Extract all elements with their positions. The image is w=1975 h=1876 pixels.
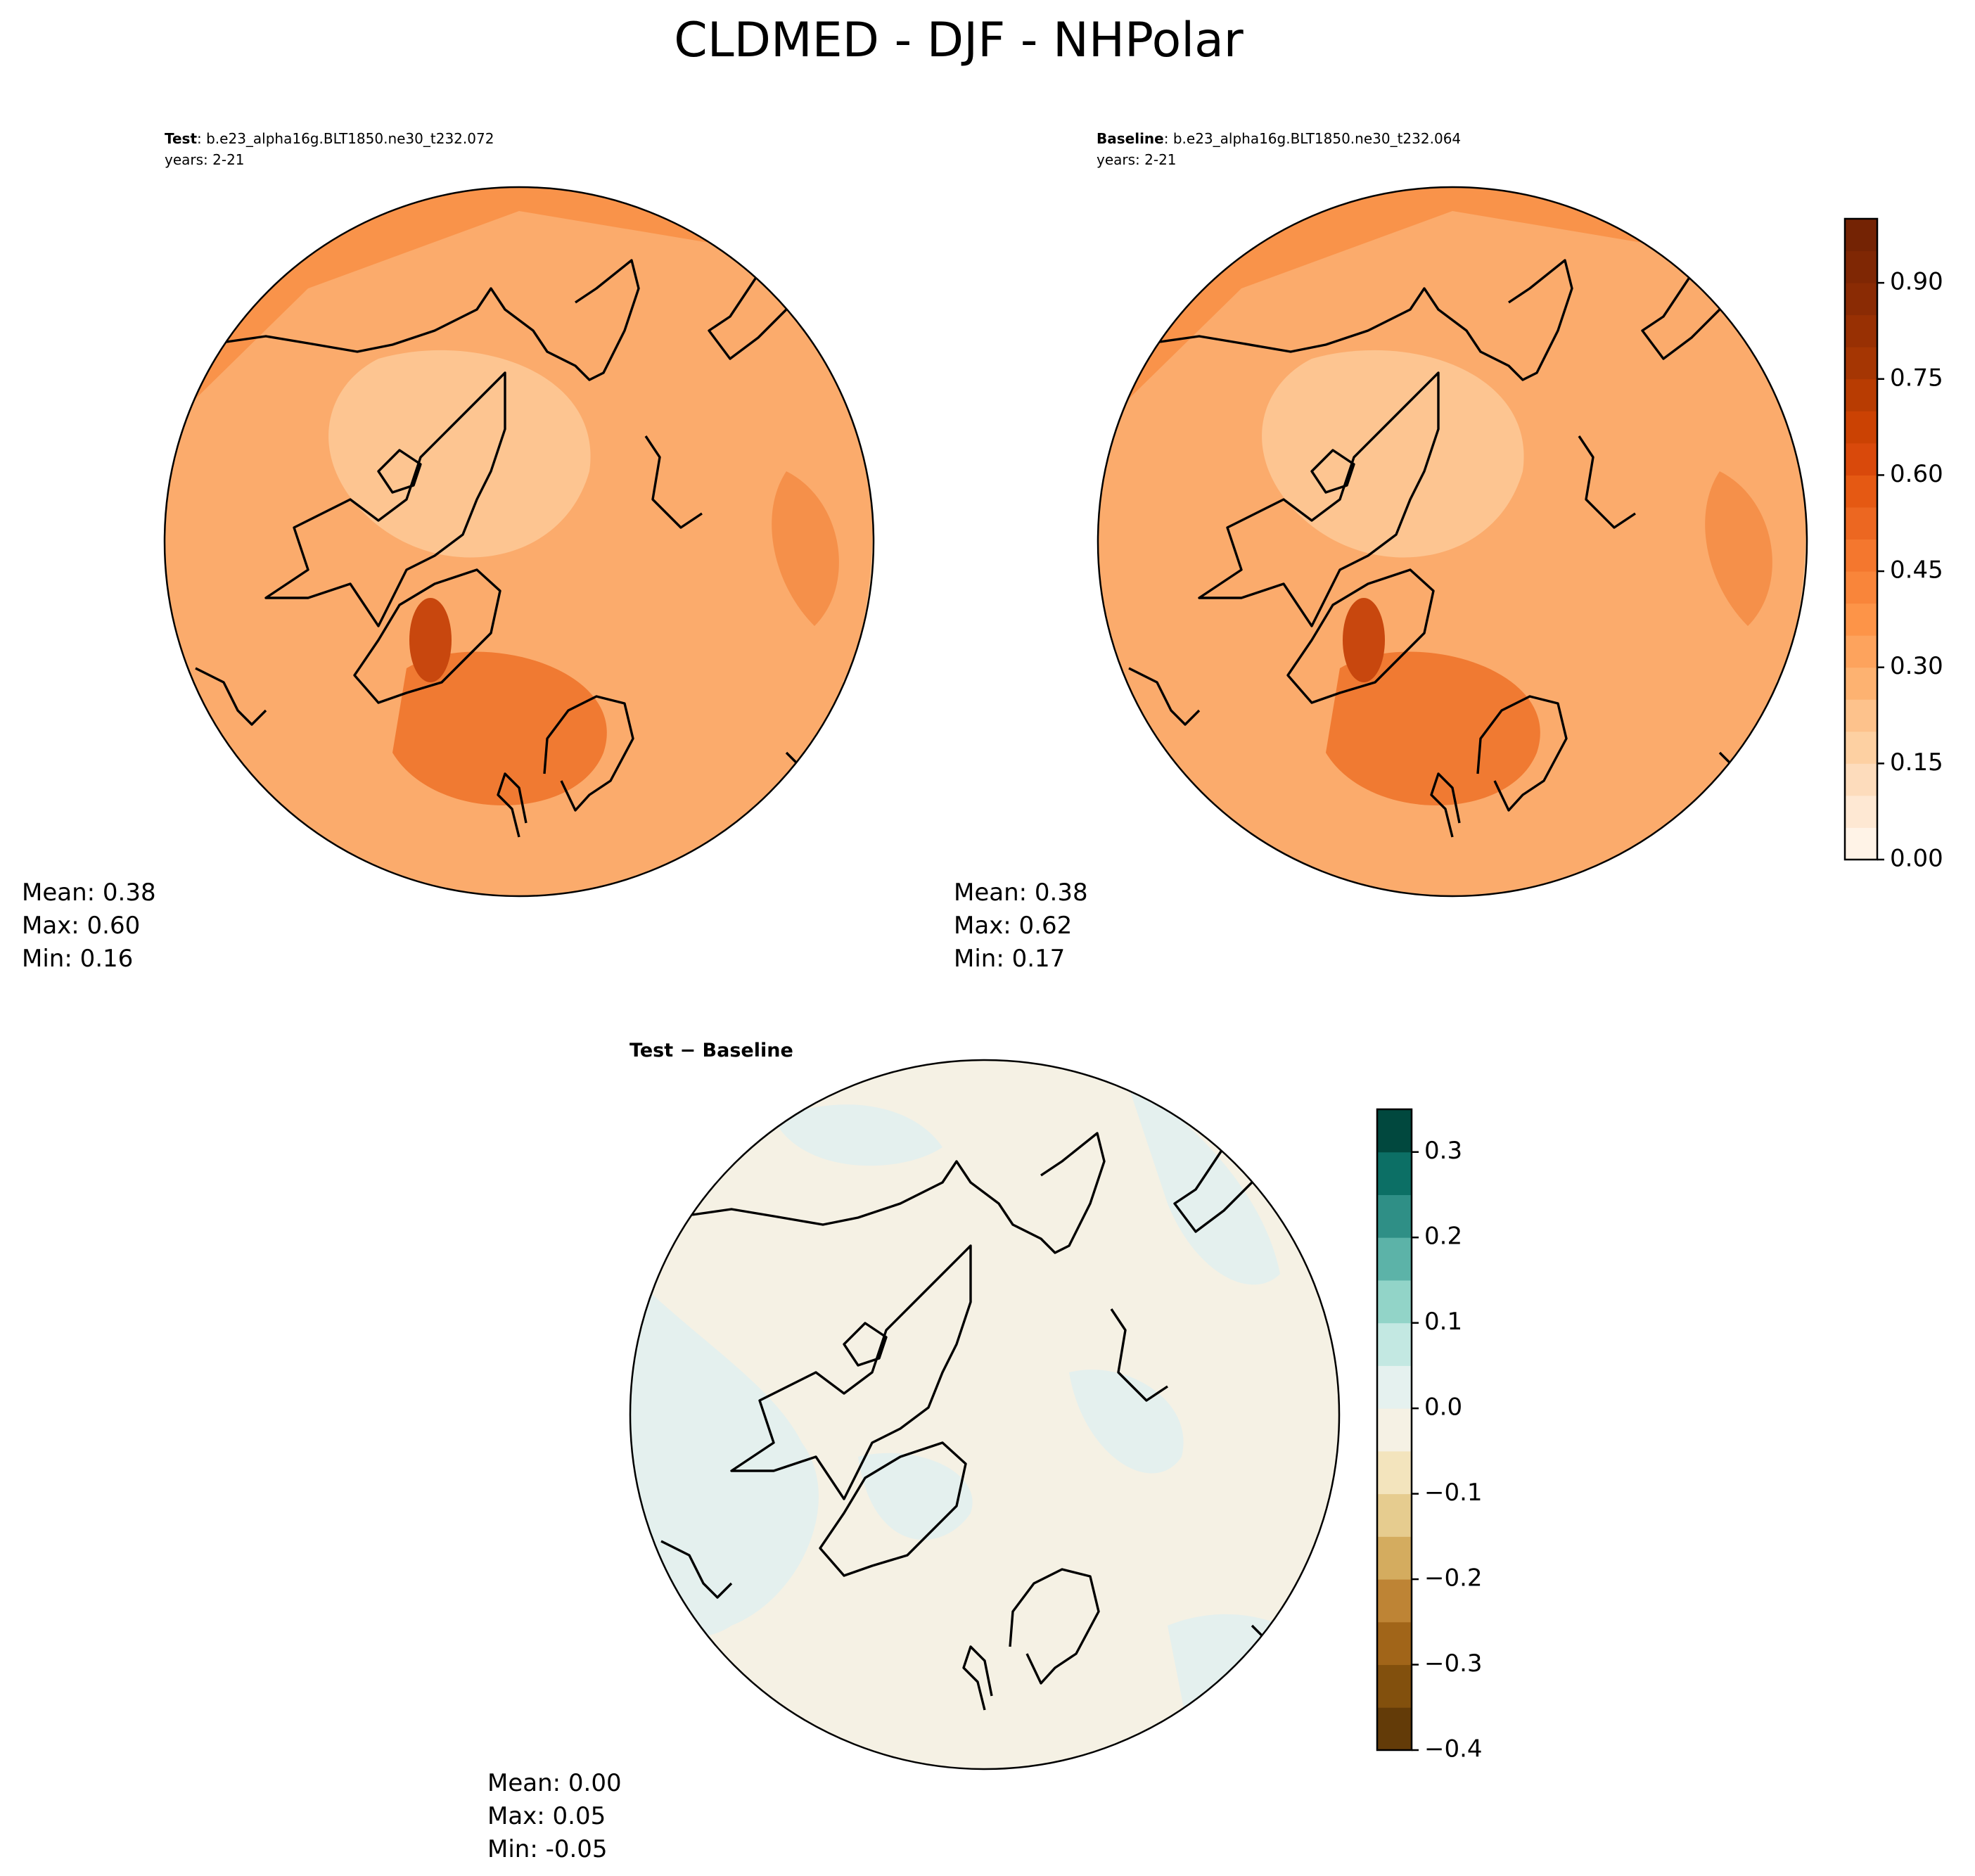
stat: Max: 0.62 [954,912,1072,940]
colorbar-band [1845,603,1877,636]
colorbar: 0.00 0.15 0.30 0.45 0.60 0.75 0.90 [1843,217,1943,873]
colorbar-band [1377,1621,1412,1666]
colorbar-band [1845,763,1877,796]
colorbar-band [1377,1664,1412,1708]
stat: Mean: 0.00 [487,1769,622,1797]
stat: Mean: 0.38 [954,879,1088,907]
colorbar-band [1377,1322,1412,1366]
colorbar-tick-label: 0.60 [1890,460,1943,488]
stat: Min: -0.05 [487,1835,608,1863]
stat: Min: 0.17 [954,945,1065,973]
colorbar-frame [1376,1108,1413,1751]
colorbar-band [1845,314,1877,347]
panel-case: : b.e23_alpha16g.BLT1850.ne30_t232.072 [197,130,494,147]
polar-map [163,186,875,898]
panel-years: years: 2-21 [1097,151,1177,168]
stat: Min: 0.16 [22,945,133,973]
colorbar-band [1845,442,1877,476]
colorbar-band [1845,506,1877,540]
colorbar-tick-label: 0.0 [1424,1393,1462,1422]
colorbar-band [1845,475,1877,508]
colorbar-band [1845,378,1877,411]
colorbar-band [1377,1280,1412,1324]
colorbar-band [1845,250,1877,283]
colorbar-tick-label: 0.45 [1890,556,1943,585]
colorbar-band [1845,731,1877,764]
panel-header: Test: b.e23_alpha16g.BLT1850.ne30_t232.0… [165,130,494,147]
colorbar-tick-label: −0.1 [1424,1479,1483,1507]
panel-case: : b.e23_alpha16g.BLT1850.ne30_t232.064 [1164,130,1461,147]
colorbar-band [1377,1151,1412,1195]
polar-map [629,1059,1341,1770]
colorbar-band [1377,1109,1412,1153]
colorbar-band [1377,1493,1412,1537]
colorbar-band [1377,1194,1412,1238]
colorbar-band [1377,1365,1412,1409]
colorbar-tick-label: 0.00 [1890,845,1943,873]
colorbar-band [1377,1237,1412,1281]
colorbar-band [1377,1450,1412,1495]
colorbar-band [1845,827,1877,860]
stat: Max: 0.05 [487,1802,606,1830]
colorbar-tick-label: −0.2 [1424,1564,1483,1593]
panel-title: Test − Baseline [629,1040,793,1061]
panel-header: Baseline: b.e23_alpha16g.BLT1850.ne30_t2… [1097,130,1461,147]
stat: Mean: 0.38 [22,879,156,907]
colorbar-tick-label: 0.2 [1424,1223,1462,1251]
colorbar-tick-label: 0.75 [1890,364,1943,392]
colorbar-band [1377,1536,1412,1580]
panel-label: Test [165,130,197,147]
colorbar-band [1845,219,1877,252]
colorbar-band [1845,571,1877,604]
stat: Max: 0.60 [22,912,140,940]
colorbar-band [1377,1707,1412,1751]
colorbar-band [1845,795,1877,828]
colorbar-frame [1843,217,1879,861]
colorbar-tick-label: 0.30 [1890,652,1943,680]
figure-title: CLDMED - DJF - NHPolar [674,13,1244,68]
colorbar-band [1845,283,1877,316]
colorbar-tick-label: 0.15 [1890,748,1943,777]
colorbar-tick-label: −0.3 [1424,1650,1483,1678]
colorbar-band [1845,411,1877,444]
colorbar-tick-label: 0.90 [1890,268,1943,296]
panel-label: Baseline [1097,130,1164,147]
colorbar-band [1845,539,1877,572]
colorbar-tick-label: −0.4 [1424,1735,1483,1763]
colorbar-band [1845,635,1877,668]
colorbar-tick-label: 0.1 [1424,1308,1462,1336]
colorbar-band [1845,667,1877,700]
colorbar: −0.4 −0.3 −0.2 −0.1 0.0 0.1 0.2 0.3 [1376,1108,1483,1763]
colorbar-band [1377,1408,1412,1452]
panel-years: years: 2-21 [165,151,245,168]
colorbar-tick-label: 0.3 [1424,1137,1462,1165]
polar-map [1097,186,1808,898]
colorbar-band [1377,1579,1412,1623]
colorbar-band [1845,347,1877,380]
colorbar-band [1845,699,1877,732]
